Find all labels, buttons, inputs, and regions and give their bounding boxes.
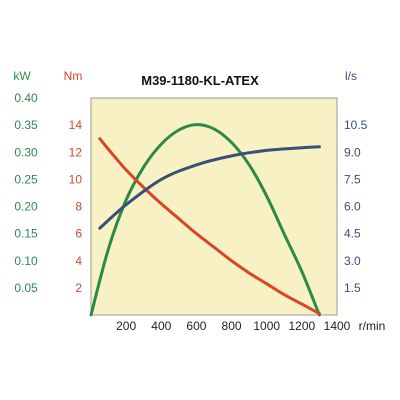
x-tick-label: 400 bbox=[151, 319, 171, 333]
power-tick-label: 0.30 bbox=[14, 145, 38, 159]
x-tick-label: 1400 bbox=[324, 319, 351, 333]
flow-tick-label: 6.0 bbox=[344, 200, 361, 214]
flow-tick-label: 3.0 bbox=[344, 254, 361, 268]
torque-tick-label: 10 bbox=[69, 172, 83, 186]
power-axis-unit: kW bbox=[13, 69, 31, 83]
x-tick-label: 1200 bbox=[289, 319, 316, 333]
torque-tick-label: 14 bbox=[69, 118, 83, 132]
power-tick-label: 0.10 bbox=[14, 254, 38, 268]
power-tick-label: 0.35 bbox=[14, 118, 38, 132]
flow-tick-label: 10.5 bbox=[344, 118, 368, 132]
power-tick-label: 0.15 bbox=[14, 227, 38, 241]
x-axis-unit: r/min bbox=[359, 319, 386, 333]
flow-axis-unit: l/s bbox=[345, 69, 357, 83]
chart-title: M39-1180-KL-ATEX bbox=[141, 73, 259, 88]
flow-curve-line bbox=[98, 145, 321, 230]
flow-tick-label: 4.5 bbox=[344, 227, 361, 241]
power-tick-label: 0.05 bbox=[14, 281, 38, 295]
flow-tick-label: 7.5 bbox=[344, 172, 361, 186]
power-tick-label: 0.40 bbox=[14, 91, 38, 105]
x-tick-label: 800 bbox=[222, 319, 242, 333]
x-tick-label: 200 bbox=[116, 319, 136, 333]
torque-axis-unit: Nm bbox=[64, 69, 83, 83]
x-tick-label: 1000 bbox=[253, 319, 280, 333]
torque-tick-label: 2 bbox=[75, 281, 82, 295]
torque-tick-label: 4 bbox=[75, 254, 82, 268]
flow-tick-label: 9.0 bbox=[344, 145, 361, 159]
power-tick-label: 0.20 bbox=[14, 200, 38, 214]
power-tick-label: 0.25 bbox=[14, 172, 38, 186]
torque-tick-label: 6 bbox=[75, 227, 82, 241]
torque-tick-label: 8 bbox=[75, 200, 82, 214]
plot-area bbox=[90, 97, 338, 316]
torque-curve-line bbox=[98, 137, 321, 316]
flow-tick-label: 1.5 bbox=[344, 281, 361, 295]
power-curve-line bbox=[89, 123, 321, 317]
x-tick-label: 600 bbox=[186, 319, 206, 333]
torque-tick-label: 12 bbox=[69, 145, 83, 159]
